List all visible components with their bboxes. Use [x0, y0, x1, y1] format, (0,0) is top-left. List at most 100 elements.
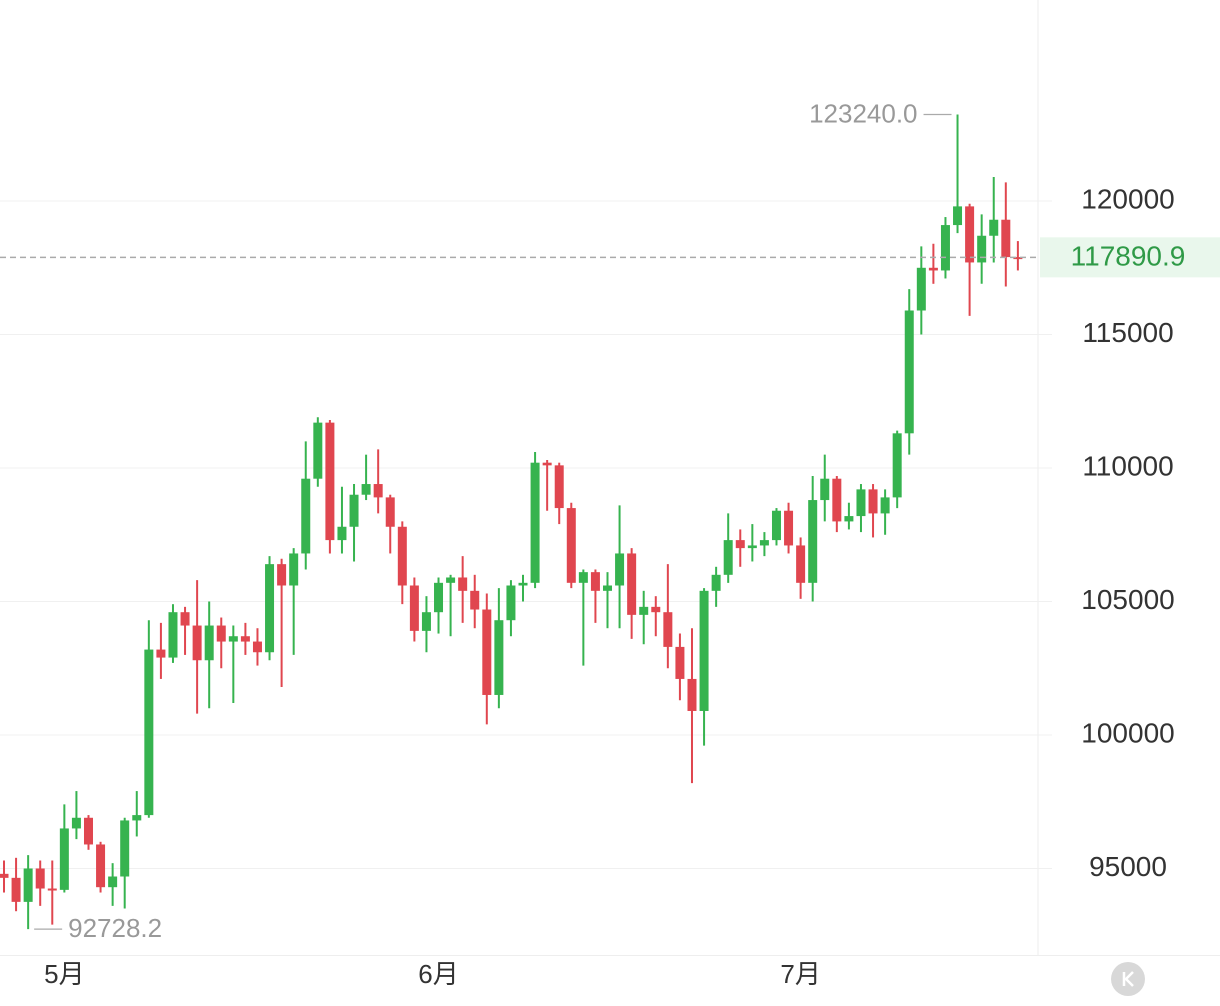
candle-body — [0, 873, 9, 878]
candle-body — [337, 526, 347, 541]
max-label: 123240.0 — [809, 98, 917, 128]
candle-body — [397, 526, 407, 586]
candle-body — [771, 510, 781, 541]
candle-body — [796, 545, 806, 583]
candle-body — [868, 489, 878, 514]
candle-body — [301, 478, 311, 554]
candle-body — [965, 206, 975, 263]
candle-body — [458, 577, 468, 591]
candle-body — [108, 876, 118, 888]
candle-body — [180, 612, 190, 626]
candle-body — [542, 462, 552, 466]
candle-body — [663, 612, 673, 647]
candle-body — [723, 540, 733, 575]
candle-body — [156, 649, 166, 658]
candle-body — [687, 678, 697, 711]
candle-body — [409, 585, 419, 631]
candle-body — [470, 590, 480, 610]
candle-body — [675, 646, 685, 679]
candle-body — [204, 625, 214, 661]
candle-body — [385, 497, 395, 527]
candle-body — [325, 422, 335, 541]
last-price-label: 117890.9 — [1071, 241, 1186, 272]
k-button[interactable] — [1111, 962, 1145, 996]
candle-body — [446, 577, 456, 583]
candle-body — [639, 606, 649, 615]
candle-body — [711, 574, 721, 591]
candle-body — [759, 540, 769, 546]
candle-body — [554, 465, 564, 509]
candle-body — [784, 510, 794, 546]
candle-body — [940, 225, 950, 271]
candle-body — [349, 494, 359, 527]
candle-body — [83, 817, 93, 845]
candle-body — [59, 828, 69, 890]
candle-body — [808, 500, 818, 583]
candle-body — [651, 606, 661, 613]
candle-body — [289, 553, 299, 586]
candle-body — [71, 817, 81, 829]
candle-body — [96, 844, 106, 888]
x-tick-label: 5月 — [44, 959, 84, 989]
candle-body — [216, 625, 226, 642]
y-tick-label: 100000 — [1081, 717, 1174, 748]
candle-body — [120, 820, 130, 877]
candle-body — [434, 582, 444, 613]
candle-body — [627, 553, 637, 615]
y-tick-label: 110000 — [1082, 450, 1173, 481]
candle-body — [518, 582, 528, 586]
candle-body — [192, 625, 202, 661]
candle-body — [265, 564, 275, 653]
candle-body — [928, 267, 938, 271]
candle-body — [615, 553, 625, 586]
x-tick-label: 6月 — [418, 959, 458, 989]
candle-body — [277, 564, 287, 586]
k-button-bg[interactable] — [1111, 962, 1145, 996]
candle-body — [880, 497, 890, 514]
candle-body — [240, 636, 250, 642]
candle-body — [590, 572, 600, 591]
candle-body — [916, 267, 926, 311]
candle-body — [144, 649, 154, 816]
candles — [0, 114, 1023, 930]
labels: 95000 100000 105000 110000 115000 120000 5月 6月 7… — [0, 98, 1220, 989]
candle-body — [530, 462, 540, 583]
candle-body — [23, 868, 33, 902]
candle-body — [168, 612, 178, 658]
candle-body — [747, 545, 757, 549]
candle-body — [856, 489, 866, 517]
candle-body — [953, 206, 963, 226]
candle-body — [578, 572, 588, 583]
candle-body — [373, 484, 383, 498]
candle-body — [566, 508, 576, 583]
y-tick-label: 115000 — [1082, 317, 1173, 348]
candle-body — [832, 478, 842, 522]
grid — [0, 200, 1052, 869]
candle-body — [735, 540, 745, 549]
candle-body — [361, 484, 371, 495]
candle-body — [904, 310, 914, 434]
min-label: 92728.2 — [68, 913, 162, 943]
candle-body — [252, 641, 262, 653]
k-button-icon[interactable] — [1122, 971, 1134, 987]
y-tick-label: 120000 — [1081, 183, 1174, 214]
y-tick-label: 105000 — [1081, 584, 1174, 615]
candle-body — [47, 888, 57, 891]
candle-body — [977, 235, 987, 263]
candle-body — [506, 585, 516, 621]
candle-body — [989, 219, 999, 236]
candle-body — [132, 815, 142, 821]
candle-body — [820, 478, 830, 501]
candle-body — [313, 422, 323, 479]
candle-body — [11, 877, 21, 902]
candle-body — [892, 433, 902, 498]
candle-body — [603, 585, 612, 591]
candle-body — [482, 609, 492, 695]
candle-body — [494, 620, 504, 695]
candle-body — [699, 590, 709, 711]
candle-body — [1013, 257, 1023, 260]
candle-body — [844, 516, 854, 522]
candle-body — [228, 636, 238, 642]
y-tick-label: 95000 — [1089, 851, 1167, 882]
